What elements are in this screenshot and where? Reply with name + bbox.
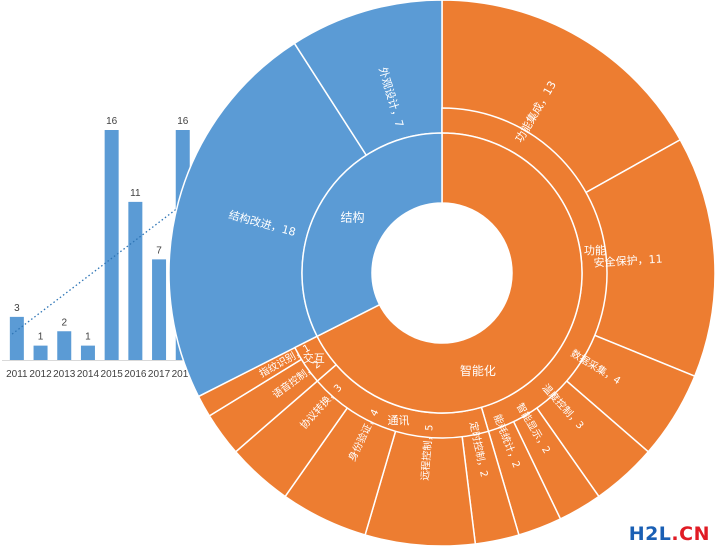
inner-segment-smart: [316, 132, 583, 414]
watermark-logo: H2L.CN: [628, 523, 710, 545]
bar-value-label: 16: [177, 116, 189, 127]
x-tick-label: 2018: [172, 369, 195, 380]
bar-value-label: 1: [38, 332, 44, 343]
middle-label-item-901a8baf: 通讯: [387, 414, 409, 427]
bar-2013: [57, 331, 72, 360]
bar-value-label: 1: [85, 332, 91, 343]
bar-2014: [80, 345, 95, 360]
sunburst-chart: 功能集成，13安全保护，11数据采集，4温度控制，3智能显示，2能耗统计，2定时…: [168, 0, 716, 547]
inner-label-structure: 结构: [341, 210, 365, 225]
bar-2011: [9, 316, 24, 360]
bar-value-label: 16: [106, 116, 118, 127]
bar-2015: [104, 130, 119, 360]
inner-segment-structure: [301, 132, 443, 338]
bar-value-label: 3: [14, 303, 20, 314]
x-tick-label: 2014: [77, 369, 100, 380]
bar-value-label: 2: [61, 317, 67, 328]
bar-value-label: 7: [156, 245, 162, 256]
x-tick-label: 2015: [101, 369, 124, 380]
inner-label-smart: 智能化: [460, 363, 496, 378]
middle-label-item-529f80fd: 功能: [584, 243, 606, 257]
bar-2012: [33, 345, 48, 360]
x-tick-label: 2011: [6, 369, 28, 380]
middle-label-item-4ea44e92: 交互: [303, 351, 325, 365]
bar-2016: [128, 201, 143, 360]
x-tick-label: 2012: [29, 369, 52, 380]
bar-value-label: 11: [130, 188, 141, 199]
x-tick-label: 2016: [124, 369, 147, 380]
outer-label-item-5b8951684fdd62a4: 安全保护，11: [593, 251, 663, 269]
x-tick-label: 2013: [53, 369, 76, 380]
x-tick-label: 2017: [148, 369, 171, 380]
trendline: [11, 162, 238, 335]
bar-2017: [152, 259, 167, 360]
